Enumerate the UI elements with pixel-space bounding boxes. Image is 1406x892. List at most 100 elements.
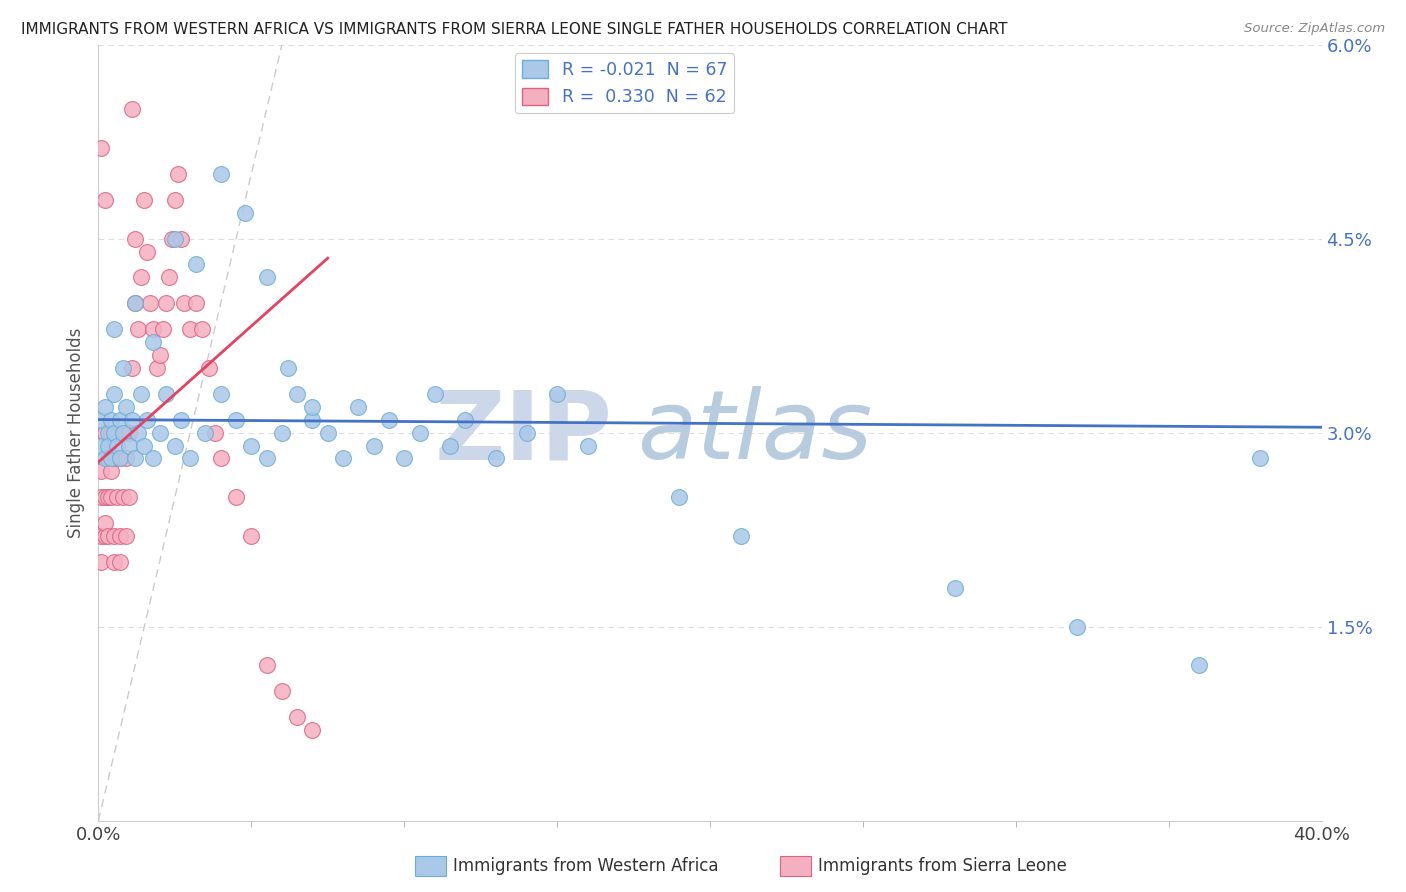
Point [668,490,690,504]
Point [100,412,122,427]
Point [194,425,217,440]
Point [90,529,112,543]
Point [1249,451,1271,466]
Point [103,451,125,466]
Point [197,360,219,375]
Point [118,490,141,504]
Point [93,516,115,530]
Point [108,451,131,466]
Point [277,360,299,375]
Point [93,400,115,414]
Point [285,387,308,401]
Point [730,529,752,543]
Point [93,490,115,504]
Point [204,425,226,440]
Y-axis label: Single Father Households: Single Father Households [67,327,86,538]
Point [392,451,416,466]
Point [127,425,149,440]
Point [129,387,152,401]
Point [149,425,172,440]
Point [115,529,138,543]
Point [103,425,125,440]
Point [155,387,177,401]
Point [209,167,232,181]
Point [118,438,141,452]
Point [270,425,292,440]
Point [454,412,477,427]
Point [105,490,128,504]
Point [163,232,186,246]
Point [225,490,247,504]
Point [240,529,263,543]
Point [139,296,162,310]
Point [142,322,165,336]
Point [121,102,143,116]
Point [115,451,138,466]
Point [134,438,156,452]
Point [191,322,214,336]
Point [142,334,165,349]
Point [136,244,159,259]
Point [256,658,278,673]
Point [240,438,263,452]
Text: Source: ZipAtlas.com: Source: ZipAtlas.com [1244,22,1385,36]
Point [93,529,115,543]
Point [285,710,308,724]
Point [485,451,508,466]
Point [408,425,430,440]
Point [136,412,159,427]
Point [157,270,180,285]
Text: atlas: atlas [637,386,872,479]
Point [90,464,112,478]
Point [124,296,146,310]
Point [90,438,112,452]
Point [100,425,122,440]
Point [97,451,120,466]
Point [152,322,174,336]
Point [439,438,461,452]
Point [516,425,538,440]
Point [90,412,112,427]
Point [943,581,966,595]
Point [105,425,128,440]
Text: ZIP: ZIP [434,386,612,479]
Point [93,425,115,440]
Point [97,425,120,440]
Point [118,425,141,440]
Point [115,400,138,414]
Point [316,425,339,440]
Point [108,451,131,466]
Point [270,684,292,698]
Point [103,322,125,336]
Point [233,205,256,219]
Point [124,232,146,246]
Point [111,425,134,440]
Point [97,529,120,543]
Point [155,296,177,310]
Point [121,360,143,375]
Point [108,529,131,543]
Point [363,438,385,452]
Point [93,451,115,466]
Point [149,348,172,362]
Point [1188,658,1211,673]
Point [301,400,323,414]
Point [93,193,115,207]
Point [167,167,190,181]
Point [127,322,149,336]
Point [97,438,120,452]
Point [347,400,370,414]
Point [170,232,193,246]
Point [163,438,186,452]
Point [100,464,122,478]
Point [124,451,146,466]
Point [108,412,131,427]
Text: IMMIGRANTS FROM WESTERN AFRICA VS IMMIGRANTS FROM SIERRA LEONE SINGLE FATHER HOU: IMMIGRANTS FROM WESTERN AFRICA VS IMMIGR… [21,22,1008,37]
Point [301,723,323,737]
Point [97,490,120,504]
Point [108,555,131,569]
Point [111,425,134,440]
Point [103,529,125,543]
Point [186,296,208,310]
Point [256,451,278,466]
